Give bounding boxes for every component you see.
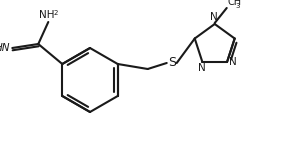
Text: CH: CH — [228, 0, 242, 7]
Text: HN: HN — [0, 43, 10, 53]
Text: 2: 2 — [53, 10, 58, 16]
Text: 3: 3 — [236, 3, 240, 9]
Text: N: N — [199, 63, 206, 74]
Text: S: S — [168, 57, 176, 69]
Text: NH: NH — [39, 10, 54, 20]
Text: N: N — [210, 12, 218, 22]
Text: N: N — [229, 57, 237, 67]
